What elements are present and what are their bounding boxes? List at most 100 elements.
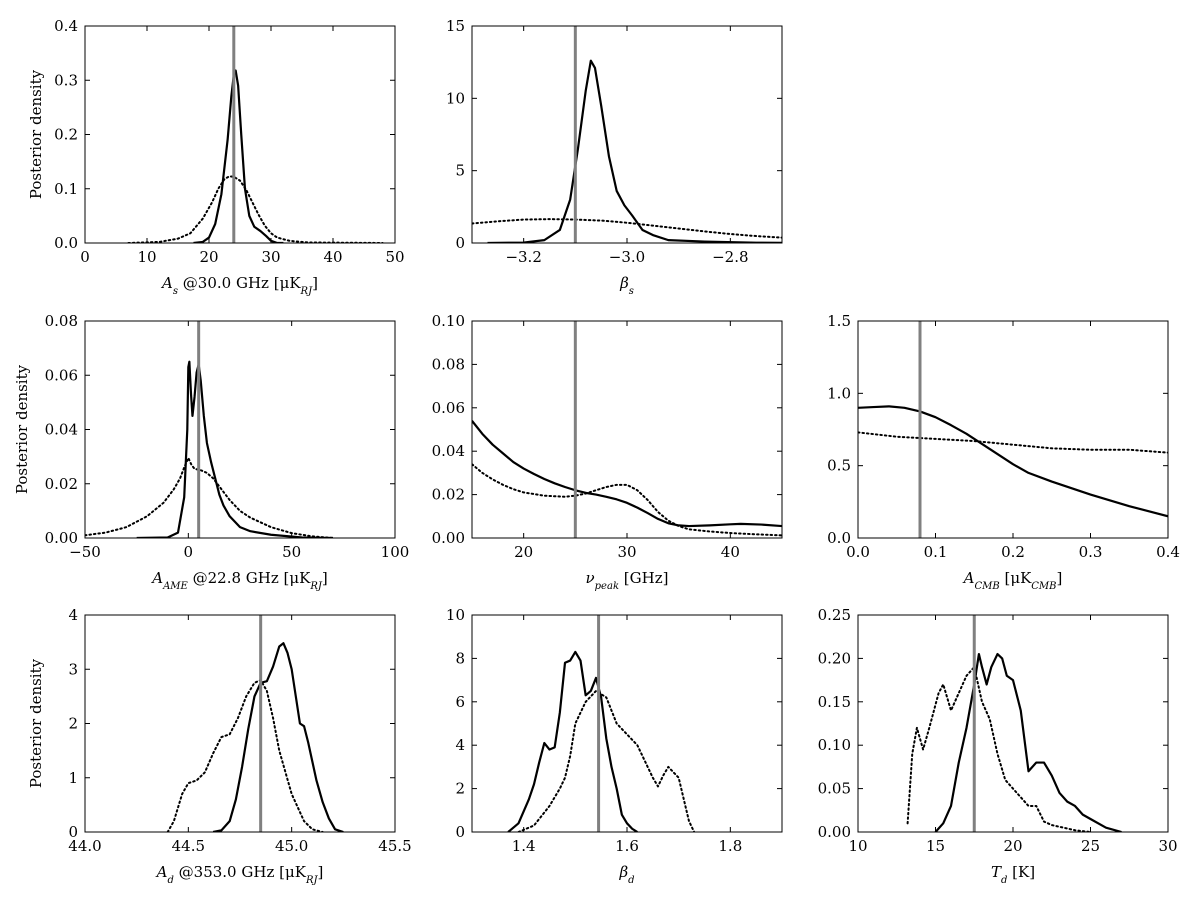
subplot-2: −3.2 −3.0 −2.8 0 5 10 15 βs [446, 17, 783, 297]
x-axis-label: νpeak [GHz] [586, 569, 669, 592]
subplot-3: −50 0 50 100 0.00 0.02 0.04 0.06 0.08 AAME @22.8 … [13, 312, 409, 592]
series-solid-line [487, 59, 782, 243]
x-tick-label: 20 [199, 248, 218, 266]
y-tick-label: 0.06 [432, 399, 465, 417]
series-dotted-line [472, 218, 782, 239]
x-tick-label: 45.5 [378, 837, 411, 855]
plot-frame [857, 614, 1169, 833]
y-tick-label: 1.5 [827, 312, 851, 330]
series-dotted-line [517, 689, 696, 832]
x-axis-label: Ad @353.0 GHz [μKRJ] [155, 863, 324, 886]
plot-frame [84, 614, 396, 833]
x-tick-label: 100 [381, 543, 410, 561]
x-tick-label: 40 [323, 248, 342, 266]
y-tick-label: 0.05 [818, 780, 851, 798]
y-tick-label: 1 [68, 769, 78, 787]
subplot-1: 0 10 20 30 40 50 0.0 0.1 0.2 0.3 0.4 As @30.0 GHz [… [27, 17, 405, 297]
x-tick-label: 10 [848, 837, 867, 855]
y-tick-label: 0.00 [45, 529, 78, 547]
x-tick-label: 20 [1003, 837, 1022, 855]
x-tick-label: 50 [385, 248, 404, 266]
y-tick-label: 2 [68, 715, 78, 733]
series-dotted-line [85, 456, 334, 538]
y-tick-label: 0.10 [432, 312, 465, 330]
plot-frame [84, 25, 396, 244]
x-axis-label: βs [619, 274, 634, 297]
y-tick-label: 15 [446, 17, 465, 35]
y-tick-label: 0.5 [827, 457, 851, 475]
y-tick-label: 0.02 [432, 486, 465, 504]
y-axis-label: Posterior density [27, 69, 45, 199]
x-tick-label: 25 [1081, 837, 1100, 855]
y-tick-label: 5 [455, 162, 465, 180]
series-dotted-line [127, 175, 384, 243]
y-tick-label: 0.0 [54, 234, 78, 252]
x-tick-label: 44.0 [68, 837, 101, 855]
y-tick-label: 10 [446, 89, 465, 107]
x-tick-label: 0.4 [1156, 543, 1180, 561]
y-tick-label: 0.2 [54, 126, 78, 144]
x-tick-label: 20 [514, 543, 533, 561]
y-tick-label: 0.15 [818, 693, 851, 711]
x-tick-label: 0.0 [846, 543, 870, 561]
series-solid-line [472, 420, 782, 528]
y-tick-label: 0.20 [818, 649, 851, 667]
x-tick-label: 15 [926, 837, 945, 855]
x-tick-label: −50 [69, 543, 101, 561]
series-solid-line [507, 650, 638, 832]
x-tick-label: −3.0 [609, 248, 645, 266]
y-tick-label: 0.08 [45, 312, 78, 330]
y-tick-label: 4 [68, 606, 78, 624]
y-tick-label: 3 [68, 660, 78, 678]
y-tick-label: 0 [455, 234, 465, 252]
plot-frame [471, 320, 783, 539]
y-tick-label: 0.04 [432, 442, 465, 460]
y-tick-label: 0.08 [432, 355, 465, 373]
x-tick-label: 0.3 [1079, 543, 1103, 561]
y-tick-label: 0.00 [432, 529, 465, 547]
x-tick-label: 30 [261, 248, 280, 266]
x-tick-label: 44.5 [172, 837, 205, 855]
subplot-5: 0.0 0.1 0.2 0.3 0.4 0.0 0.5 1.0 1.5 ACMB [μKCMB] [827, 312, 1180, 592]
y-tick-label: 0.00 [818, 823, 851, 841]
x-axis-label: βd [618, 863, 634, 886]
y-tick-label: 2 [455, 780, 465, 798]
x-tick-label: 50 [282, 543, 301, 561]
x-tick-label: 0.2 [1001, 543, 1025, 561]
plot-frame [857, 320, 1169, 539]
x-tick-label: 0 [80, 248, 90, 266]
y-axis-label: Posterior density [13, 364, 31, 494]
x-tick-label: 40 [721, 543, 740, 561]
y-tick-label: 1.0 [827, 384, 851, 402]
x-tick-label: 30 [1158, 837, 1177, 855]
x-tick-label: 1.6 [615, 837, 639, 855]
x-axis-label: As @30.0 GHz [μKRJ] [160, 274, 318, 297]
x-tick-label: −3.2 [505, 248, 541, 266]
y-tick-label: 0.10 [818, 736, 851, 754]
x-tick-label: 45.0 [275, 837, 308, 855]
y-tick-label: 0 [455, 823, 465, 841]
x-axis-label: Td [K] [991, 863, 1035, 886]
y-tick-label: 0.06 [45, 366, 78, 384]
series-solid-line [212, 642, 344, 832]
plot-frame [84, 320, 396, 539]
series-solid-line [193, 69, 284, 243]
series-dotted-line [472, 463, 782, 537]
series-solid-line [136, 360, 334, 538]
subplot-8: 10 15 20 25 30 0.00 0.05 0.10 0.15 0.20 0.25 Td [K] [818, 606, 1178, 886]
y-tick-label: 6 [455, 693, 465, 711]
x-axis-label: ACMB [μKCMB] [962, 569, 1063, 592]
x-axis-label: AAME @22.8 GHz [μKRJ] [150, 569, 328, 592]
y-axis-label: Posterior density [27, 658, 45, 788]
x-tick-label: 0.1 [924, 543, 948, 561]
y-tick-label: 8 [455, 649, 465, 667]
y-tick-label: 0.1 [54, 180, 78, 198]
series-dotted-line [166, 679, 324, 832]
y-tick-label: 0.25 [818, 606, 851, 624]
series-solid-line [934, 652, 1122, 832]
x-tick-label: 0 [184, 543, 194, 561]
x-tick-label: 1.4 [512, 837, 536, 855]
y-tick-label: 10 [446, 606, 465, 624]
y-tick-label: 0.04 [45, 421, 78, 439]
